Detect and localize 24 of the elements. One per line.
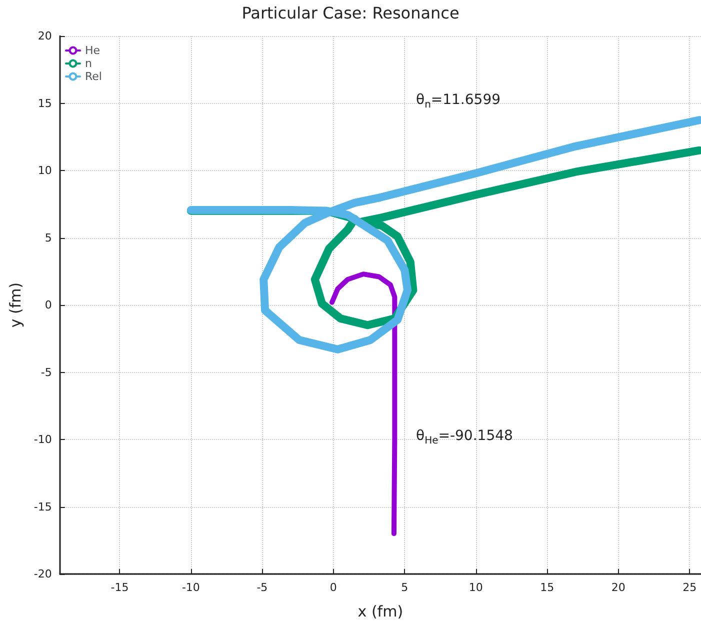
- x-tick-label: 25: [682, 581, 697, 594]
- y-tick-label: 20: [38, 30, 52, 42]
- x-tick-label: -10: [182, 581, 200, 594]
- legend-label: He: [85, 44, 100, 57]
- y-tick-label: 10: [38, 164, 52, 177]
- y-axis-title: y (fm): [6, 282, 24, 328]
- y-tick-label: 5: [44, 231, 52, 244]
- x-tick-label: -5: [256, 581, 268, 594]
- y-tick-label: -20: [34, 568, 52, 580]
- x-tick-label: -15: [110, 581, 129, 594]
- y-tick-label: -5: [40, 366, 52, 379]
- x-tick-label: 0: [330, 581, 337, 594]
- legend-label: Rel: [85, 70, 102, 83]
- x-tick-label: 5: [401, 581, 408, 594]
- x-tick-label: 10: [468, 581, 483, 594]
- x-tick-label: 20: [611, 581, 626, 594]
- x-axis-title: x (fm): [358, 602, 404, 620]
- legend-label: n: [85, 57, 92, 70]
- y-tick-label: 15: [38, 96, 52, 110]
- y-tick-label: 0: [44, 298, 52, 312]
- y-tick-label: -15: [34, 500, 52, 514]
- y-tick-label: -10: [34, 433, 52, 446]
- x-tick-label: 15: [540, 581, 554, 594]
- chart-title: Particular Case: Resonance: [242, 4, 460, 22]
